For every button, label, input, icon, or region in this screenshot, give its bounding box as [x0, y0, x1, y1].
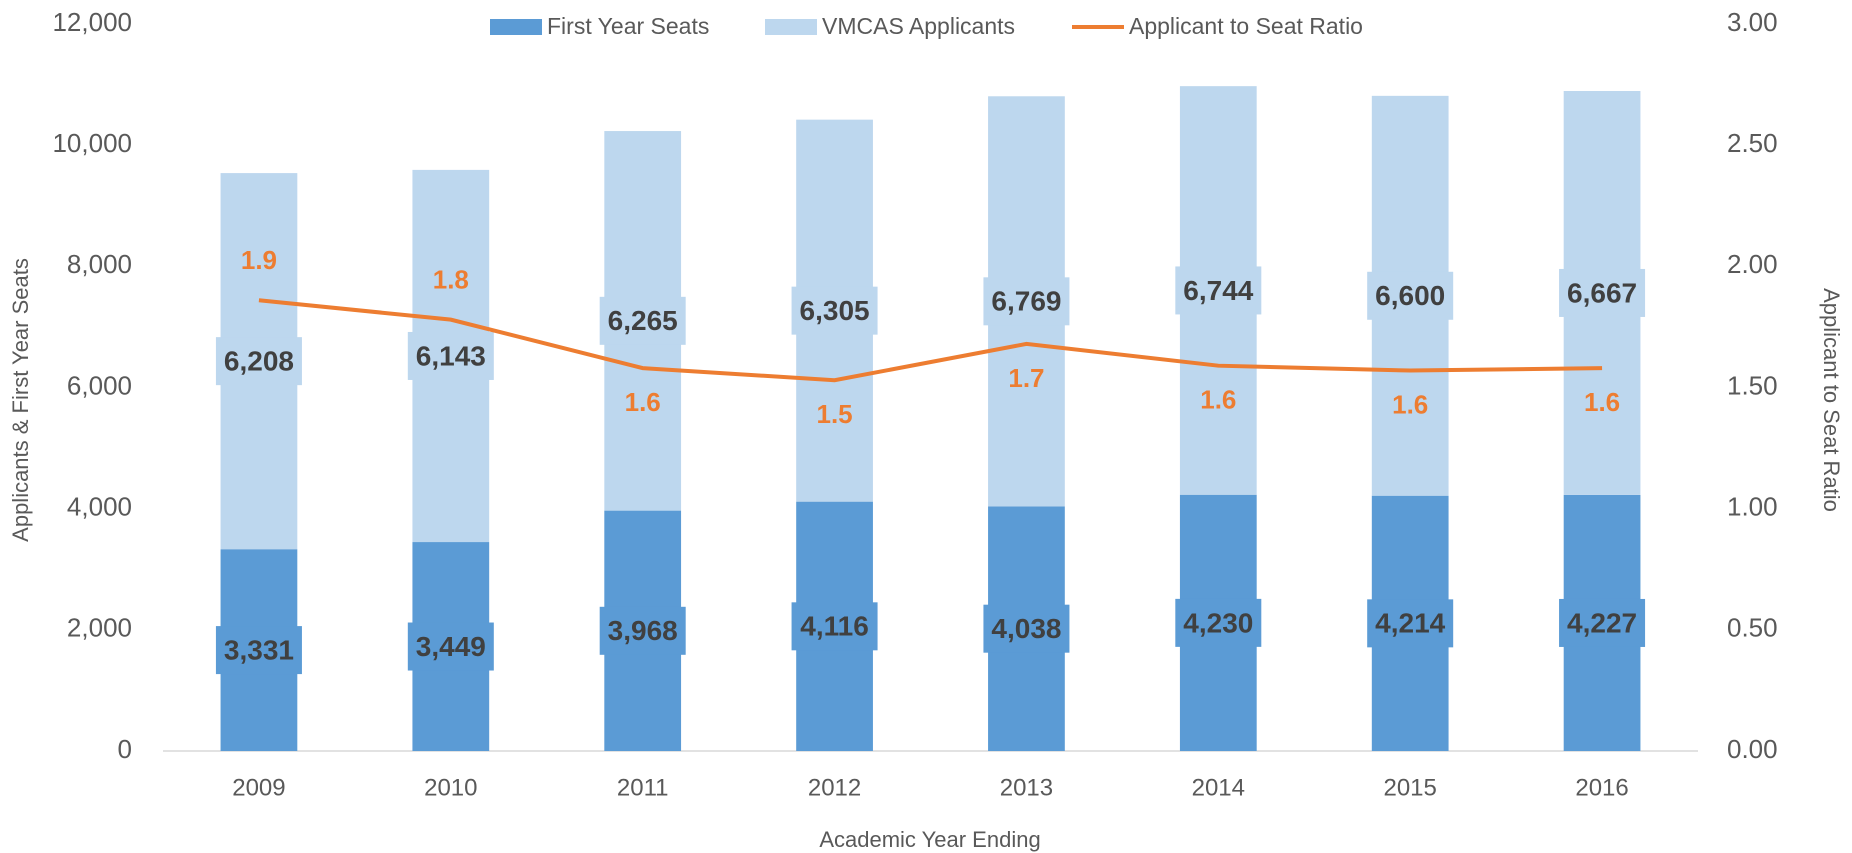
data-label: 1.7: [1008, 363, 1044, 393]
data-label-box: [1559, 268, 1646, 317]
legend-label: Applicant to Seat Ratio: [1129, 13, 1363, 39]
data-label-box: [599, 296, 686, 345]
y2-tick-label: 2.50: [1727, 128, 1778, 158]
data-label: 4,227: [1567, 607, 1637, 638]
x-tick-label: 2015: [1383, 774, 1436, 801]
data-label: 6,208: [224, 346, 294, 377]
data-label: 1.6: [1200, 385, 1236, 415]
data-label-box: [791, 286, 878, 335]
y-tick-label: 0: [118, 734, 132, 764]
data-label-box: [407, 622, 494, 671]
legend-label: VMCAS Applicants: [822, 13, 1015, 39]
y-tick-label: 2,000: [67, 613, 132, 643]
data-label: 3,449: [416, 631, 486, 662]
y2-axis-title: Applicant to Seat Ratio: [1819, 288, 1844, 512]
data-label: 6,667: [1567, 277, 1637, 308]
y2-tick-label: 2.00: [1727, 249, 1778, 279]
data-label: 6,143: [416, 340, 486, 371]
data-label: 1.8: [433, 265, 469, 295]
y-tick-label: 12,000: [52, 7, 132, 37]
y-axis-title: Applicants & First Year Seats: [8, 258, 33, 542]
y-tick-label: 4,000: [67, 492, 132, 522]
legend-label: First Year Seats: [547, 13, 709, 39]
line: [258, 298, 1603, 383]
legend-swatch: [490, 19, 542, 35]
y2-tick-label: 3.00: [1727, 7, 1778, 37]
data-label: 6,305: [800, 295, 870, 326]
data-label: 4,038: [991, 613, 1061, 644]
data-label-box: [1175, 266, 1262, 315]
x-tick-label: 2010: [424, 774, 477, 801]
data-label: 3,968: [608, 615, 678, 646]
data-label: 4,214: [1375, 608, 1445, 639]
data-label-box: [1367, 271, 1454, 320]
x-tick-label: 2014: [1192, 774, 1245, 801]
data-label: 4,230: [1183, 607, 1253, 638]
data-label: 6,744: [1183, 275, 1253, 306]
y2-tick-label: 0.00: [1727, 734, 1778, 764]
data-label: 6,265: [608, 305, 678, 336]
y2-tick-label: 1.00: [1727, 492, 1778, 522]
data-label: 6,769: [991, 286, 1061, 317]
data-label: 1.5: [816, 399, 852, 429]
x-tick-label: 2012: [808, 774, 861, 801]
y2-tick-label: 0.50: [1727, 613, 1778, 643]
data-label: 3,331: [224, 634, 294, 665]
x-tick-label: 2013: [1000, 774, 1053, 801]
data-label-box: [791, 602, 878, 651]
y-tick-label: 8,000: [67, 249, 132, 279]
data-label-box: [1559, 598, 1646, 647]
data-label-box: [215, 626, 302, 675]
data-label: 4,116: [800, 611, 869, 642]
legend-swatch: [765, 19, 817, 35]
data-label-box: [599, 606, 686, 655]
x-tick-label: 2011: [617, 774, 669, 801]
data-label-box: [983, 277, 1070, 326]
data-label: 1.6: [1584, 387, 1620, 417]
data-label-box: [983, 604, 1070, 653]
x-tick-label: 2009: [232, 774, 285, 801]
y-tick-label: 6,000: [67, 370, 132, 400]
y2-tick-label: 1.50: [1727, 370, 1778, 400]
data-label: 1.9: [241, 245, 277, 275]
data-label: 6,600: [1375, 280, 1445, 311]
x-tick-label: 2016: [1575, 774, 1628, 801]
data-label-box: [215, 337, 302, 386]
data-label: 1.6: [625, 387, 661, 417]
data-label: 1.6: [1392, 389, 1428, 419]
data-label-box: [407, 331, 494, 380]
y-tick-label: 10,000: [52, 128, 132, 158]
data-label-box: [1367, 599, 1454, 648]
data-label-box: [1175, 598, 1262, 647]
x-axis-title: Academic Year Ending: [819, 827, 1040, 852]
